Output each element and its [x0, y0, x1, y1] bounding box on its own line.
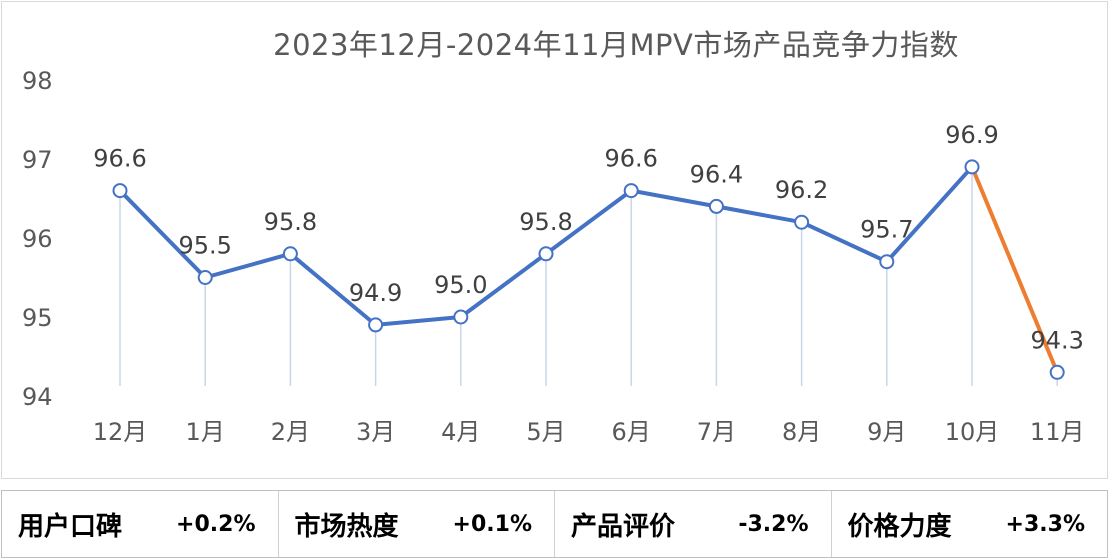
data-label: 95.0	[434, 271, 487, 299]
data-label: 96.6	[604, 145, 657, 173]
data-label: 95.8	[519, 208, 572, 236]
x-tick-label: 4月	[441, 418, 480, 446]
metric-value: -3.2%	[738, 511, 809, 537]
metric-value: +0.2%	[176, 511, 256, 537]
data-point	[368, 317, 384, 333]
data-point	[282, 246, 298, 262]
x-tick-label: 3月	[356, 418, 395, 446]
x-tick-label: 2月	[271, 418, 310, 446]
y-tick-label: 94	[22, 383, 53, 411]
data-point	[112, 183, 128, 199]
summary-bar: 用户口碑 +0.2% 市场热度 +0.1% 产品评价 -3.2% 价格力度 +3…	[1, 490, 1108, 558]
y-tick-label: 95	[22, 304, 53, 332]
metric-value: +3.3%	[1005, 511, 1085, 537]
y-tick-label: 96	[22, 225, 53, 253]
y-tick-label: 97	[22, 146, 53, 174]
metric-value: +0.1%	[452, 511, 532, 537]
data-label: 94.9	[349, 279, 402, 307]
data-point	[794, 214, 810, 230]
x-tick-label: 7月	[697, 418, 736, 446]
x-tick-label: 5月	[526, 418, 565, 446]
data-label: 95.7	[860, 216, 913, 244]
series-last-segment	[970, 164, 1060, 375]
y-tick-label: 98	[22, 67, 53, 95]
data-label: 96.9	[945, 121, 998, 149]
x-tick-label: 1月	[186, 418, 225, 446]
x-tick-label: 8月	[782, 418, 821, 446]
x-tick-label: 11月	[1030, 418, 1085, 446]
data-point	[879, 254, 895, 270]
metric-name: 产品评价	[571, 511, 676, 542]
data-label: 96.6	[93, 145, 146, 173]
data-label: 95.8	[264, 208, 317, 236]
data-point	[964, 159, 980, 175]
data-label: 95.5	[178, 232, 231, 260]
data-label: 96.4	[690, 160, 743, 188]
chart-panel: 2023年12月-2024年11月MPV市场产品竞争力指数 94 95 96 97 98…	[1, 1, 1108, 479]
data-point	[708, 198, 724, 214]
data-label: 94.3	[1030, 326, 1083, 354]
data-point	[538, 246, 554, 262]
metric-name: 价格力度	[847, 511, 952, 542]
metric-user-reputation: 用户口碑 +0.2%	[2, 491, 279, 557]
chart-title: 2023年12月-2024年11月MPV市场产品竞争力指数	[273, 28, 959, 62]
data-point	[623, 183, 639, 199]
metric-product-review: 产品评价 -3.2%	[555, 491, 832, 557]
data-point	[197, 270, 213, 285]
x-tick-label: 9月	[867, 418, 906, 446]
data-point	[453, 309, 469, 325]
metric-price-strength: 价格力度 +3.3%	[832, 491, 1108, 557]
data-label: 96.2	[775, 176, 828, 204]
x-tick-label: 12月	[93, 418, 148, 446]
metric-name: 市场热度	[294, 511, 399, 542]
line-chart: 94 95 96 97 98 12月 1月 2月 3月 4月 5月 6月 7月 8月 9月 10月 11月 96.…	[22, 67, 1085, 446]
metric-name: 用户口碑	[18, 511, 123, 542]
metric-market-heat: 市场热度 +0.1%	[279, 491, 555, 557]
x-tick-label: 10月	[945, 418, 1000, 446]
data-point	[1049, 364, 1065, 380]
x-tick-label: 6月	[612, 418, 651, 446]
